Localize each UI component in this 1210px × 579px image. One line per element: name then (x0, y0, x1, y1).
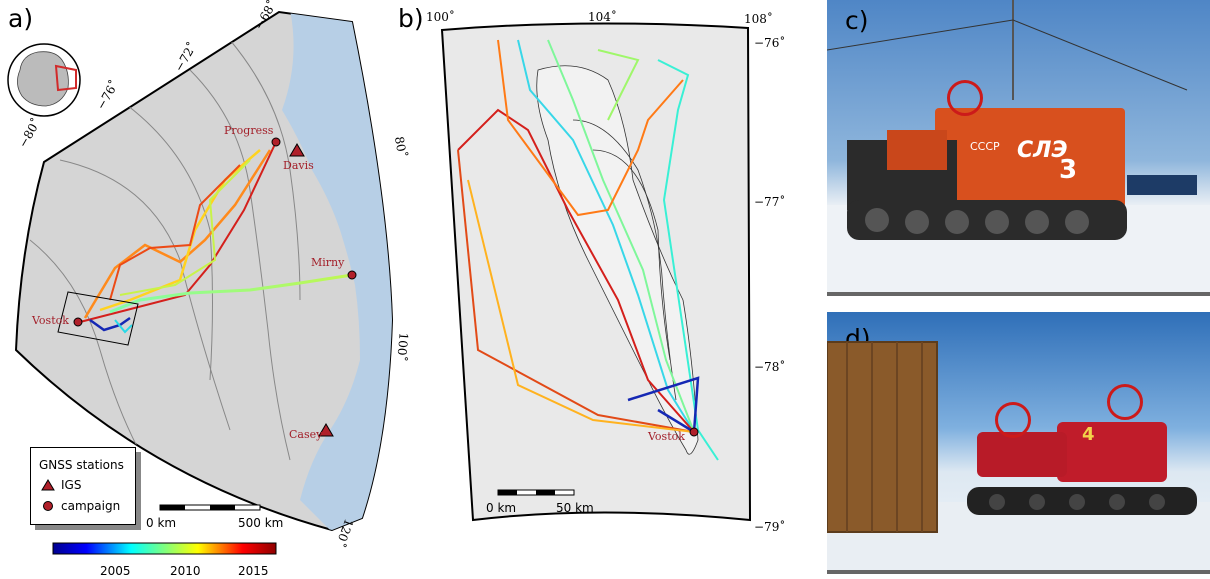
panel-c-label: c) (845, 6, 869, 35)
legend-item-igs: IGS (41, 478, 81, 492)
label-vostok: Vostok (32, 314, 69, 327)
lon-tick-b-1: 100˚ (426, 10, 455, 24)
colorbar-tick-2010: 2010 (170, 564, 201, 578)
casey-marker (318, 423, 334, 437)
scalebar-a-left: 0 km (146, 516, 177, 530)
gnss-highlight-c (947, 80, 983, 116)
vostok-marker-b (689, 427, 699, 437)
label-vostok-b: Vostok (648, 430, 685, 443)
photo-d-scene (827, 341, 1210, 570)
panel-a: a) (0, 0, 411, 579)
colorbar-tick-2015: 2015 (238, 564, 269, 578)
legend: GNSS stations IGS campaign (30, 447, 136, 525)
scalebar-a-right: 500 km (238, 516, 284, 530)
scalebar-a (159, 504, 261, 511)
legend-title: GNSS stations (39, 458, 124, 472)
vehicle-number-c: 3 (1059, 155, 1078, 185)
legend-label-campaign: campaign (61, 499, 121, 513)
gnss-highlight-d-2 (1107, 384, 1143, 420)
label-progress: Progress (224, 124, 274, 137)
photo-d: d) 4 (827, 312, 1210, 574)
lat-tick-b-4: −79˚ (754, 520, 786, 534)
lon-tick-b-2: 104˚ (588, 10, 617, 24)
davis-marker (289, 143, 305, 157)
vehicle-number-d: 4 (1082, 424, 1095, 445)
scalebar-b (497, 489, 575, 496)
vostok-marker-a (73, 317, 83, 327)
lat-tick-b-2: −77˚ (754, 195, 786, 209)
panel-b: b) 100˚ 104˚ 108˚ (398, 0, 818, 579)
legend-item-campaign: campaign (41, 499, 120, 513)
colorbar (52, 542, 277, 555)
panel-b-label: b) (398, 4, 424, 33)
map-b (440, 22, 752, 522)
lat-tick-b-3: −78˚ (754, 360, 786, 374)
lat-tick-b-1: −76˚ (754, 36, 786, 50)
vehicle-text-c: СЛЭ (1017, 138, 1068, 163)
map-a (7, 10, 394, 555)
label-casey: Casey (289, 428, 323, 441)
photo-c-scene (827, 0, 1210, 292)
circle-icon (43, 501, 53, 511)
mirny-marker (347, 270, 357, 280)
vehicle-small-c: СССР (970, 140, 1000, 153)
label-mirny: Mirny (311, 256, 345, 269)
label-davis: Davis (283, 159, 314, 172)
lon-tick-b-3: 108˚ (744, 12, 773, 26)
panel-a-label: a) (8, 4, 34, 33)
scalebar-b-left: 0 km (486, 501, 517, 515)
photo-c: c) СЛЭ СССР 3 (827, 0, 1210, 296)
scalebar-b-right: 50 km (556, 501, 594, 515)
triangle-icon (41, 479, 55, 491)
legend-label-igs: IGS (61, 478, 82, 492)
progress-marker (271, 137, 281, 147)
gnss-highlight-d-1 (995, 402, 1031, 438)
colorbar-tick-2005: 2005 (100, 564, 131, 578)
